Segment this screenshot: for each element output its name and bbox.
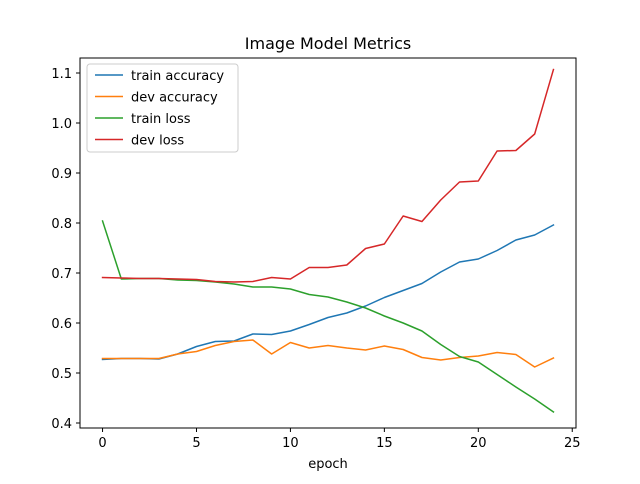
legend-label: dev loss xyxy=(131,134,184,149)
legend-box xyxy=(86,63,239,153)
y-tick-label: 0.9 xyxy=(51,167,72,182)
x-axis-label: epoch xyxy=(308,457,348,472)
x-tick-label: 20 xyxy=(470,436,487,451)
plot-frame xyxy=(79,57,577,429)
y-tick-label: 0.8 xyxy=(51,217,72,232)
x-tick-label: 15 xyxy=(376,436,393,451)
legend-label: train accuracy xyxy=(131,69,224,84)
legend: train accuracy dev accuracy train loss dev … xyxy=(86,63,239,153)
y-tick-label: 0.5 xyxy=(51,367,72,382)
y-tick-label: 0.4 xyxy=(51,417,72,432)
y-tick-label: 0.6 xyxy=(51,317,72,332)
y-tick-label: 1.1 xyxy=(51,67,72,82)
chart-title: Image Model Metrics xyxy=(245,34,411,53)
axes-layer: 0 5 10 15 20 25 0.4 0.5 0.6 0.7 0.8 0.9 1.0 1.1 xyxy=(51,67,580,451)
series-line-dev-accuracy xyxy=(101,339,555,368)
series-layer xyxy=(101,68,555,414)
x-tick-label: 25 xyxy=(564,436,581,451)
legend-label: dev accuracy xyxy=(131,91,218,106)
series-line-dev-loss xyxy=(101,68,555,283)
y-tick-label: 1.0 xyxy=(51,117,72,132)
x-tick-label: 5 xyxy=(192,436,200,451)
y-tick-label: 0.7 xyxy=(51,267,72,282)
legend-label: train loss xyxy=(131,112,191,127)
x-tick-label: 10 xyxy=(282,436,299,451)
x-tick-label: 0 xyxy=(98,436,106,451)
series-line-train-loss xyxy=(101,220,555,414)
